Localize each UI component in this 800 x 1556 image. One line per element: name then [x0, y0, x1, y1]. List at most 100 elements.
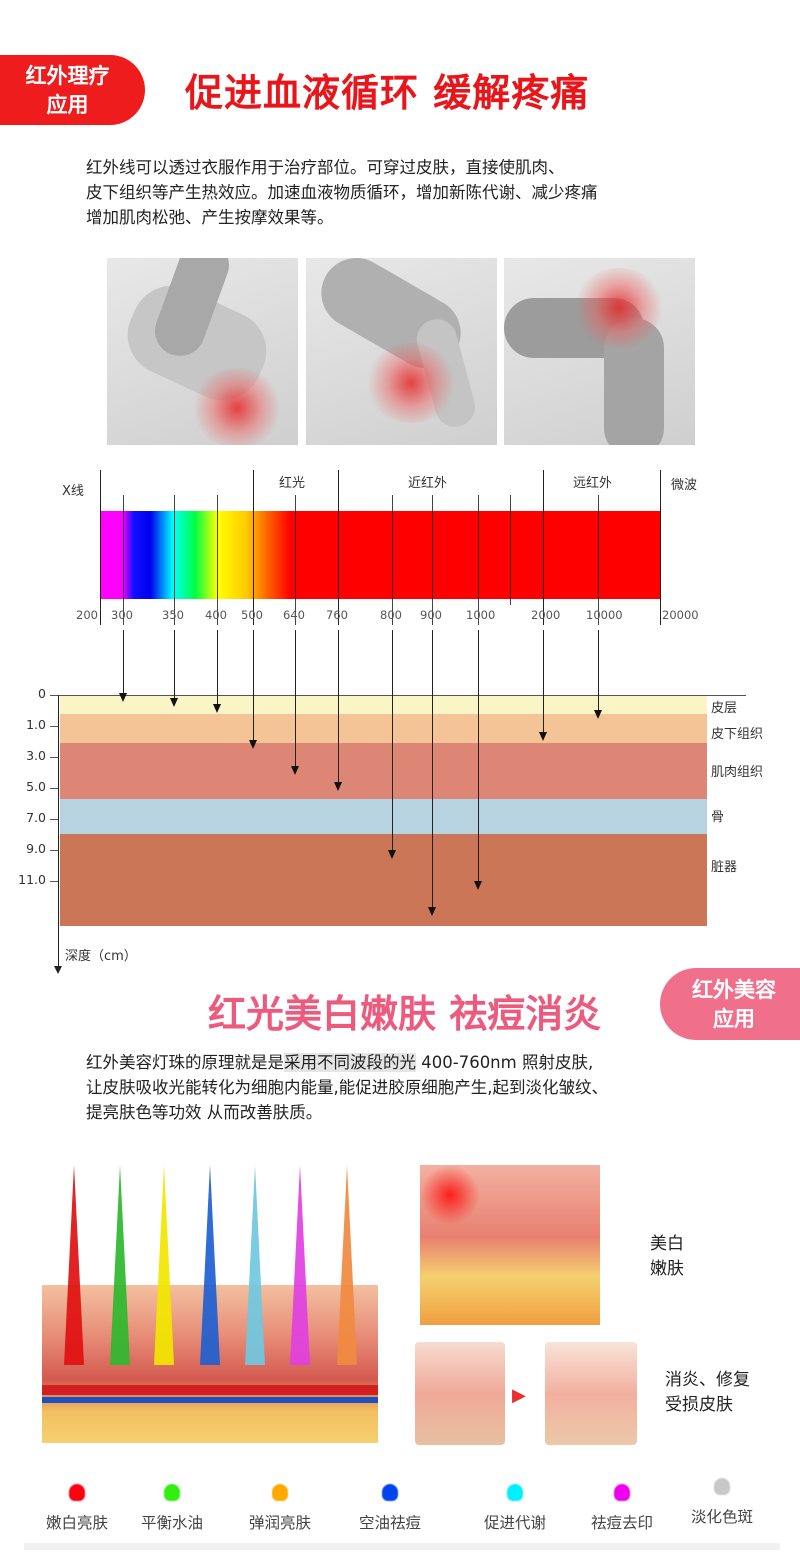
penetration-arrow	[295, 630, 296, 768]
arrow-head-icon	[213, 704, 221, 714]
spectrum-tick-label: 20000	[662, 608, 699, 622]
depth-tick-label: 1.0	[26, 717, 46, 732]
arrow-head-icon	[170, 697, 178, 707]
penetration-arrow	[478, 630, 479, 882]
light-beam	[154, 1165, 174, 1365]
depth-tick	[50, 881, 58, 882]
spectrum-tick-line	[123, 495, 124, 625]
arrow-head-icon	[428, 907, 436, 917]
penetration-arrow	[174, 630, 175, 699]
arrow-head-icon	[249, 739, 257, 749]
depth-tick-label: 0	[38, 686, 46, 701]
depth-tick-label: 3.0	[26, 748, 46, 763]
legend-item: 平衡水油	[122, 1484, 222, 1533]
surface-line	[58, 695, 746, 696]
spectrum-tick-line	[392, 495, 393, 625]
arrow-head-icon	[594, 710, 602, 720]
layer-label: 肌肉组织	[711, 765, 764, 780]
section-title: 红光美白嫩肤 祛痘消炎	[208, 991, 602, 1036]
legend-item: 嫩白亮肤	[27, 1484, 127, 1533]
band-label-microwave: 微波	[671, 478, 698, 493]
divider	[24, 1543, 780, 1550]
spectrum-tick-label: 10000	[586, 608, 623, 622]
knee-pain-photo	[504, 258, 695, 445]
penetration-arrow	[123, 630, 124, 695]
spectrum-tick-line	[217, 495, 218, 625]
depth-tick	[50, 788, 58, 789]
beauty-description: 红外美容灯珠的原理就是是采用不同波段的光 400-760nm 照射皮肤, 让皮肤…	[86, 1053, 608, 1122]
damaged-skin-illustration	[415, 1342, 505, 1445]
legend-item: 淡化色斑	[672, 1478, 772, 1527]
layer-muscle	[60, 743, 707, 799]
depth-tick	[50, 726, 58, 727]
spectrum-tick-line	[478, 495, 479, 625]
depth-tick-label: 9.0	[26, 841, 46, 856]
arrow-head-icon	[119, 693, 127, 703]
layer-skin	[60, 695, 707, 714]
legend-item: 祛痘去印	[572, 1484, 672, 1533]
led-dot-icon	[272, 1484, 288, 1501]
spectrum-tick-label: 500	[241, 608, 263, 622]
led-dot-icon	[382, 1484, 398, 1501]
spectrum-tick-label: 400	[205, 608, 227, 622]
band-label-red: 红光	[279, 476, 306, 491]
light-beam	[64, 1165, 84, 1365]
spectrum-tick-label: 200	[76, 608, 98, 622]
band-label-far-ir: 远红外	[573, 476, 613, 491]
spectrum-tick-line	[543, 470, 544, 625]
depth-tick	[50, 695, 58, 696]
layer-bone	[60, 799, 707, 834]
arrow-head-icon	[539, 731, 547, 741]
penetration-arrow	[432, 630, 433, 909]
whitening-skin-illustration	[420, 1165, 600, 1325]
spectrum-tick-line	[432, 495, 433, 625]
legend-item: 促进代谢	[465, 1484, 565, 1533]
therapy-description: 红外线可以透过衣服作用于治疗部位。可穿过皮肤，直接使肌肉、 皮下组织等产生热效应…	[86, 158, 598, 227]
led-dot-icon	[714, 1478, 730, 1495]
section-title: 促进血液循环 缓解疼痛	[185, 70, 590, 115]
spectrum-tick-label: 300	[111, 608, 133, 622]
whitening-label: 美白 嫩肤	[650, 1234, 684, 1279]
depth-axis-arrow-icon	[54, 966, 62, 974]
knee-pain-photo	[107, 258, 298, 445]
layer-label: 皮层	[711, 701, 738, 716]
light-beam	[245, 1165, 265, 1365]
arrow-head-icon	[474, 880, 482, 890]
spectrum-tick-label: 350	[162, 608, 184, 622]
light-beam	[110, 1165, 130, 1365]
penetration-arrow	[338, 630, 339, 783]
spectrum-tick-line	[100, 470, 101, 625]
led-dot-icon	[69, 1484, 85, 1501]
penetration-arrow	[217, 630, 218, 706]
knee-pain-photo	[306, 258, 497, 445]
depth-tick	[50, 757, 58, 758]
arrow-head-icon	[291, 766, 299, 776]
arrow-right-icon: ▶	[512, 1385, 526, 1406]
layer-label: 脏器	[711, 860, 738, 875]
depth-tick-label: 11.0	[18, 872, 46, 887]
penetration-arrow	[392, 630, 393, 851]
infrared-beauty-badge: 红外美容 应用	[660, 968, 800, 1040]
layer-subcutaneous	[60, 714, 707, 743]
spectrum-tick-label: 800	[380, 608, 402, 622]
depth-tick-label: 7.0	[26, 810, 46, 825]
spectrum-tick-line	[338, 470, 339, 625]
led-dot-icon	[614, 1484, 630, 1501]
infrared-therapy-badge: 红外理疗 应用	[0, 55, 145, 125]
arrow-head-icon	[334, 781, 342, 791]
spectrum-tick-label: 1000	[466, 608, 496, 622]
light-beam	[290, 1165, 310, 1365]
depth-axis	[58, 695, 59, 970]
light-beam	[337, 1165, 357, 1365]
arrow-head-icon	[388, 849, 396, 859]
layer-organs	[60, 834, 707, 926]
legend-item: 弹润亮肤	[230, 1484, 330, 1533]
depth-tick-label: 5.0	[26, 779, 46, 794]
skin-light-penetration-illustration	[42, 1165, 378, 1443]
spectrum-tick-line	[174, 495, 175, 625]
depth-tick	[50, 819, 58, 820]
layer-label: 皮下组织	[711, 727, 764, 742]
light-beam	[200, 1165, 220, 1365]
repaired-skin-illustration	[545, 1342, 637, 1445]
led-dot-icon	[164, 1484, 180, 1501]
